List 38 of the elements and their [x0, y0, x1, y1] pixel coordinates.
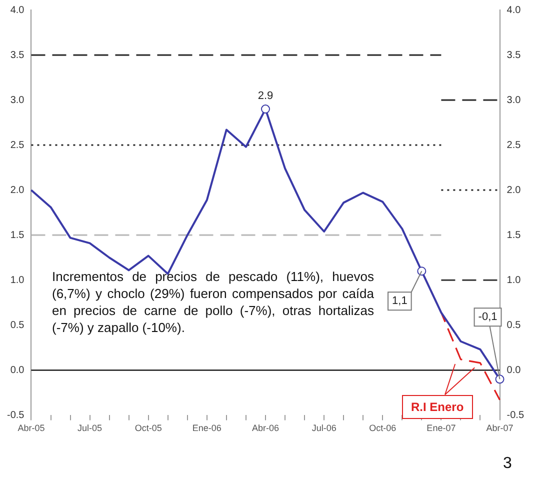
x-tick-label: Jul-06 — [312, 423, 336, 434]
y-tick-label: 1.5 — [10, 230, 25, 241]
y-tick-label: 3.5 — [10, 50, 25, 61]
y-tick-label: 0.5 — [10, 320, 25, 331]
x-tick-label: Oct-05 — [134, 423, 162, 434]
x-tick-label: Ene-06 — [192, 423, 222, 434]
point — [417, 266, 426, 276]
y-tick-label: 4.0 — [10, 4, 25, 16]
x-tick-label: Oct-06 — [369, 423, 396, 434]
annotation: R.I Enero — [402, 395, 473, 419]
y-tick-label: 1.0 — [10, 274, 25, 286]
x-tick-label: Ene-07 — [426, 423, 456, 434]
y2-tick-label: 2.5 — [506, 140, 522, 151]
x-tick-label: Abr-05 — [18, 423, 45, 434]
y2-tick-label: 0.0 — [506, 364, 522, 376]
y2-tick-label: 0.5 — [506, 320, 522, 331]
y2-tick-label: 3.0 — [506, 94, 522, 106]
x-tick-label: Abr-07 — [486, 423, 514, 434]
y2-tick-label: 1.0 — [506, 274, 522, 286]
x-tick-label: Abr-06 — [252, 423, 280, 434]
data-label: 1,1 — [392, 295, 408, 308]
point — [495, 374, 504, 384]
data-label: -0,1 — [478, 311, 498, 324]
y2-tick-label: -0.5 — [506, 410, 524, 421]
text: 3 — [503, 455, 512, 473]
point — [261, 104, 270, 114]
x-tick-label: Jul-05 — [78, 423, 102, 434]
y-tick-label: -0.5 — [6, 410, 25, 421]
annotation: Incrementos de precios de pescado (11%), huevos (6,7%) y choclo (29%) fueron compensados por caída en precios de carne de pollo (-7%), otras hortalizas (-7%) y zapallo (-10%). — [52, 268, 374, 336]
y2-tick-label: 4.0 — [506, 4, 522, 16]
y-tick-label: 2.5 — [10, 140, 25, 151]
y2-tick-label: 1.5 — [506, 230, 522, 241]
y2-tick-label: 3.5 — [506, 50, 522, 61]
y-tick-label: 2.0 — [10, 184, 25, 196]
y-tick-label: 0.0 — [10, 364, 25, 376]
y-tick-label: 3.0 — [10, 94, 25, 106]
y2-tick-label: 2.0 — [506, 184, 522, 196]
data-label: 2.9 — [258, 90, 274, 102]
